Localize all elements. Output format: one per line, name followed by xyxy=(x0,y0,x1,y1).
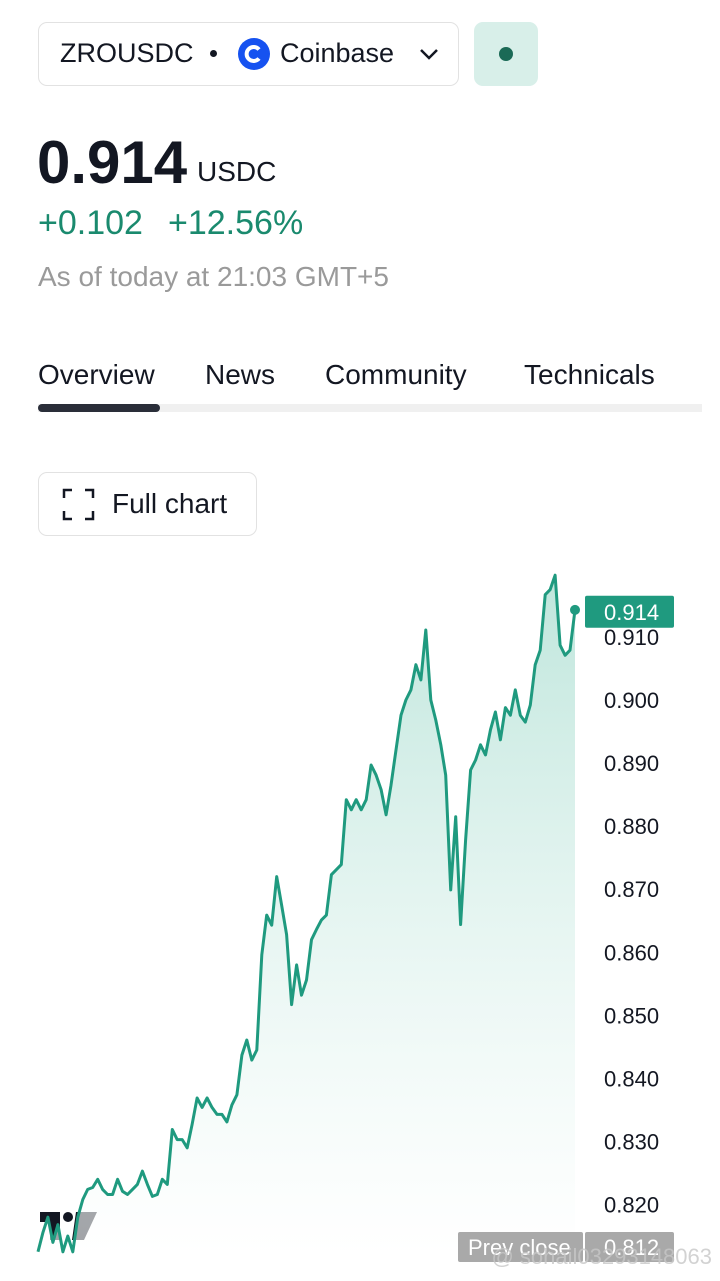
line xyxy=(36,573,577,1254)
chevron xyxy=(420,49,438,60)
prev-close-label: Prev close xyxy=(468,1235,571,1260)
status-button[interactable] xyxy=(474,22,538,86)
last-point xyxy=(570,604,580,615)
y-tick-label: 0.880 xyxy=(604,814,659,839)
tab[interactable]: Overview xyxy=(38,359,155,390)
fullscreen-icon xyxy=(62,488,95,521)
prev-close-box xyxy=(458,1232,583,1262)
y-tick-label: 0.850 xyxy=(604,1003,659,1028)
y-tick-label: 0.900 xyxy=(604,688,659,713)
last-price-box xyxy=(585,595,674,628)
exchange: Coinbase xyxy=(280,38,395,68)
tab[interactable]: News xyxy=(205,359,276,390)
symbol: ZROUSDC xyxy=(60,38,194,68)
coinbase-icon xyxy=(238,38,270,70)
symbol-selector[interactable] xyxy=(38,22,459,86)
tab-indicator xyxy=(38,404,160,412)
chart: 0.820 0.830 0.840 0.850 0.860 0.870 0.880 0.890… xyxy=(36,573,712,1269)
currency: USDC xyxy=(197,156,277,187)
as-of: As of today at 21:03 GMT+5 xyxy=(38,261,389,292)
y-tick-label: 0.840 xyxy=(604,1066,659,1091)
full-chart-button[interactable] xyxy=(38,472,257,536)
last-price-label: 0.914 xyxy=(604,600,659,625)
watermark: @ sohail03293148063 xyxy=(491,1244,712,1269)
y-tick-label: 0.860 xyxy=(604,940,659,965)
change: +0.102 xyxy=(38,204,143,242)
y-tick-label: 0.910 xyxy=(604,625,659,650)
y-tick-label: 0.820 xyxy=(604,1193,659,1218)
price: 0.914 xyxy=(37,129,188,196)
full-chart-label: Full chart xyxy=(112,488,228,519)
y-tick-label: 0.830 xyxy=(604,1129,659,1154)
y-tick-label: 0.870 xyxy=(604,877,659,902)
tab[interactable]: Technicals xyxy=(524,359,655,390)
prev-close-value-box xyxy=(585,1232,674,1262)
separator-dot xyxy=(210,50,217,57)
prev-close-value: 0.812 xyxy=(604,1235,659,1260)
tab-track xyxy=(38,404,702,412)
y-tick-label: 0.890 xyxy=(604,751,659,776)
area xyxy=(38,575,575,1255)
tab[interactable]: Community xyxy=(325,359,467,390)
change-percent: +12.56% xyxy=(168,204,304,242)
